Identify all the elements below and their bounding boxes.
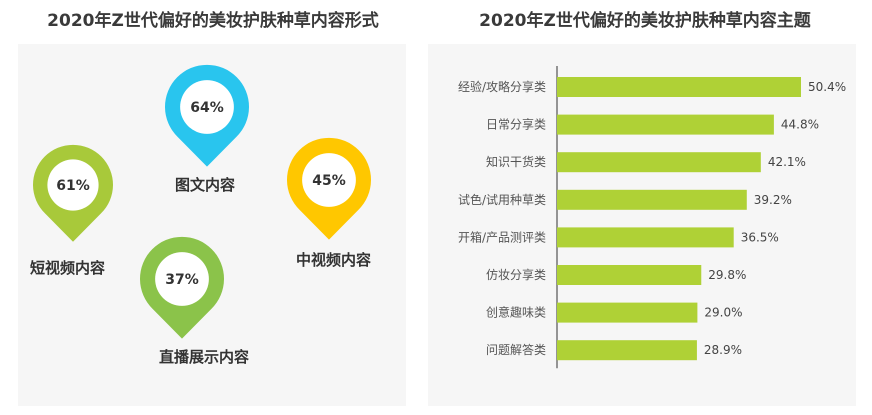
pin-center: [155, 252, 209, 306]
category-label: 试色/试用种草类: [458, 192, 546, 207]
bar-value-label: 50.4%: [808, 80, 846, 94]
pin-center: [302, 153, 356, 207]
bar-row: 经验/攻略分享类 50.4%: [458, 77, 846, 97]
pin-tuwen: 64%: [165, 64, 249, 167]
bar-row: 开箱/产品测评类 36.5%: [458, 227, 779, 248]
bar-row: 日常分享类 44.8%: [486, 114, 819, 135]
content-topic-panel: 经验/攻略分享类 50.4% 日常分享类 44.8% 知识干货类 42.1% 试色/试用种草…: [428, 44, 856, 406]
pin-label-zhibo: 直播展示内容: [159, 348, 250, 366]
bar: [557, 152, 761, 173]
category-label: 经验/攻略分享类: [458, 79, 546, 94]
category-label: 仿妆分享类: [486, 267, 546, 282]
bar-row: 试色/试用种草类 39.2%: [458, 189, 792, 210]
bar: [557, 77, 801, 97]
pin-zhibo: 37%: [140, 236, 225, 339]
pin-zhongshipin: 45%: [287, 137, 371, 240]
pin-value-duanshipin: 61%: [56, 178, 90, 194]
left-chart-title: 2020年Z世代偏好的美妆护肤种草内容形式: [47, 11, 379, 31]
pin-value-zhongshipin: 45%: [312, 173, 346, 189]
pin-center: [180, 80, 234, 134]
bar-value-label: 39.2%: [754, 193, 792, 207]
pin-chart: 64% 61% 45% 37%: [33, 64, 371, 339]
bar-value-label: 44.8%: [781, 118, 819, 132]
category-label: 日常分享类: [486, 117, 546, 132]
bar-value-label: 42.1%: [768, 155, 806, 169]
pin-label-duanshipin: 短视频内容: [30, 259, 106, 277]
bar-value-label: 29.0%: [704, 306, 742, 320]
category-label: 开箱/产品测评类: [458, 229, 546, 244]
pin-center: [47, 159, 99, 211]
bar-chart: 经验/攻略分享类 50.4% 日常分享类 44.8% 知识干货类 42.1% 试色/试用种草…: [458, 66, 846, 369]
bar-row: 仿妆分享类 29.8%: [486, 265, 746, 285]
pin-duanshipin: 61%: [33, 144, 113, 242]
pin-label-zhongshipin: 中视频内容: [296, 251, 372, 269]
bar-row: 问题解答类 28.9%: [486, 340, 742, 361]
category-label: 知识干货类: [486, 154, 546, 169]
bar: [557, 265, 702, 285]
bar-row: 知识干货类 42.1%: [486, 152, 806, 173]
bar-value-label: 28.9%: [704, 343, 742, 357]
content-form-panel: 64% 61% 45% 37% 图文内容 短视频内容 中视频内容 直播展示内容: [18, 44, 406, 406]
right-chart-title: 2020年Z世代偏好的美妆护肤种草内容主题: [479, 11, 811, 31]
pin-value-tuwen: 64%: [190, 100, 224, 116]
bar-row: 创意趣味类 29.0%: [486, 302, 743, 323]
bar: [557, 302, 698, 323]
bar: [557, 114, 774, 135]
pin-label-tuwen: 图文内容: [175, 176, 236, 194]
bar-value-label: 36.5%: [741, 230, 779, 244]
category-label: 创意趣味类: [486, 305, 546, 320]
bar: [557, 227, 734, 248]
bar: [557, 340, 697, 361]
bar-value-label: 29.8%: [708, 268, 746, 282]
bar: [557, 189, 747, 210]
pin-value-zhibo: 37%: [165, 272, 199, 288]
category-label: 问题解答类: [486, 342, 546, 357]
